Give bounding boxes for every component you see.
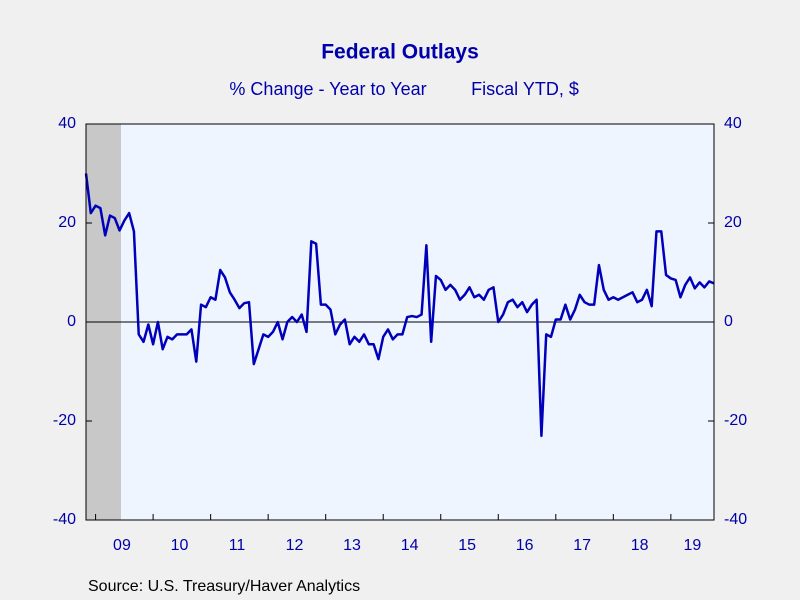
x-tick-label: 17 bbox=[573, 537, 591, 554]
y-tick-label: -20 bbox=[53, 412, 76, 429]
x-tick-label: 15 bbox=[458, 537, 476, 554]
y2-tick-label: 0 bbox=[724, 313, 733, 330]
y2-tick-label: 40 bbox=[724, 115, 742, 132]
y-tick-label: 40 bbox=[58, 115, 76, 132]
x-tick-label: 11 bbox=[229, 537, 246, 554]
x-tick-label: 18 bbox=[631, 537, 649, 554]
y-tick-label: 20 bbox=[58, 214, 76, 231]
y-tick-label: -40 bbox=[53, 511, 76, 528]
x-tick-label: 09 bbox=[113, 537, 131, 554]
subtitle: Fiscal YTD, $ bbox=[471, 79, 579, 99]
x-tick-label: 19 bbox=[684, 537, 702, 554]
source: Source: U.S. Treasury/Haver Analytics bbox=[88, 578, 360, 595]
subtitle: % Change - Year to Year bbox=[229, 79, 426, 99]
y2-tick-label: -40 bbox=[724, 511, 747, 528]
x-tick-label: 10 bbox=[171, 537, 189, 554]
x-tick-label: 13 bbox=[343, 537, 361, 554]
chart-title: Federal Outlays bbox=[321, 41, 479, 64]
x-tick-label: 12 bbox=[286, 537, 304, 554]
x-tick-label: 16 bbox=[516, 537, 534, 554]
y-tick-label: 0 bbox=[67, 313, 76, 330]
data-line bbox=[84, 173, 715, 438]
y2-tick-label: -20 bbox=[724, 412, 747, 429]
y2-tick-label: 20 bbox=[724, 214, 742, 231]
x-tick-label: 14 bbox=[401, 537, 419, 554]
